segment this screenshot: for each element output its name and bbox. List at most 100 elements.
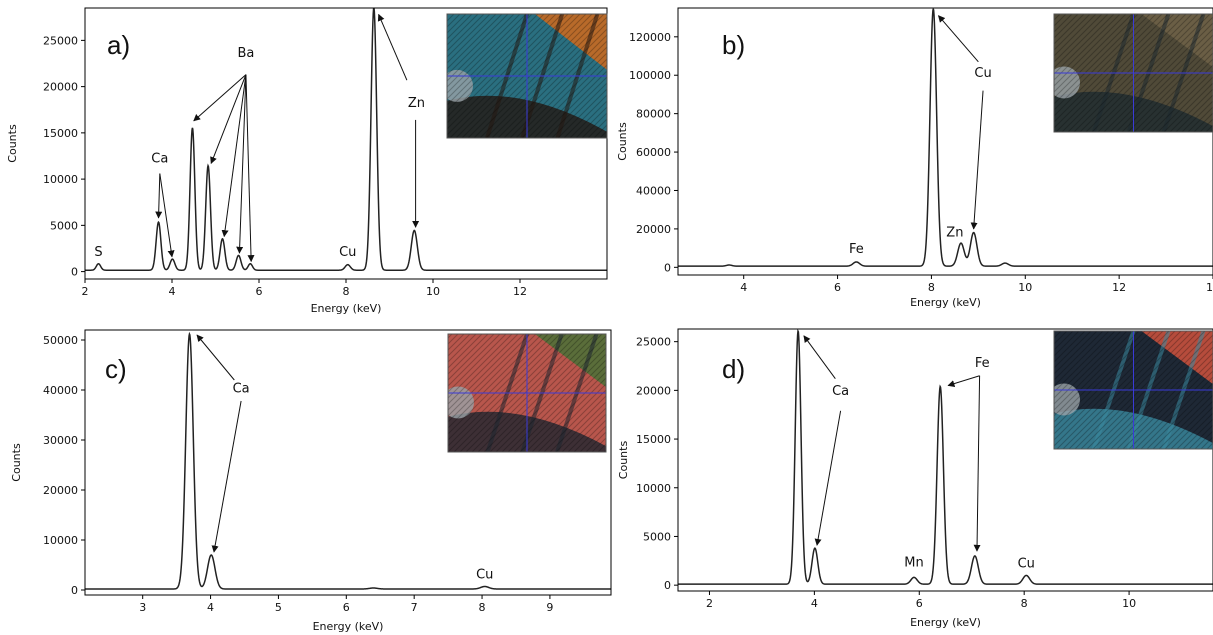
sample-photo-inset <box>1053 330 1213 450</box>
y-axis-label: Counts <box>616 122 629 161</box>
element-label: Fe <box>849 242 864 257</box>
x-axis-label: Energy (keV) <box>910 296 981 309</box>
element-label: Ba <box>238 46 255 61</box>
annotation-arrow <box>970 90 984 230</box>
x-tick-label: 12 <box>1112 281 1126 294</box>
annotation-arrow <box>221 74 247 238</box>
photo-border <box>1053 13 1213 133</box>
annotation-arrow <box>155 173 163 219</box>
x-tick-label: 8 <box>343 285 350 298</box>
sample-photo-inset <box>447 333 607 453</box>
annotation-arrow <box>377 13 408 81</box>
photo-content <box>448 334 606 452</box>
y-tick-label: 20000 <box>636 223 671 236</box>
x-tick-label: 8 <box>928 281 935 294</box>
annotation-arrow <box>196 334 235 381</box>
y-axis-label: Counts <box>10 443 23 482</box>
annotation-arrow <box>211 400 242 553</box>
plot-frame <box>677 7 1213 276</box>
spectrum-line <box>85 331 611 590</box>
sample-photo-inset <box>446 13 608 139</box>
element-label: Fe <box>975 356 990 371</box>
y-tick-label: 30000 <box>43 434 78 447</box>
y-tick-label: 60000 <box>636 146 671 159</box>
y-tick-label: 20000 <box>636 384 671 397</box>
spectrum-line <box>85 8 607 271</box>
photo-content <box>447 14 607 138</box>
x-tick-label: 10 <box>426 285 440 298</box>
annotation-arrow <box>973 375 981 552</box>
x-tick-label: 6 <box>834 281 841 294</box>
annotation-arrow <box>159 173 175 258</box>
y-tick-label: 100000 <box>629 69 671 82</box>
y-tick-label: 0 <box>664 261 671 274</box>
panel-letter: b) <box>722 30 745 60</box>
spectrum-panel-b: 4 6 8 10 12 14 0 20000 40000 60000 80000 100000 1200… <box>616 7 1213 309</box>
annotation-arrow <box>193 74 247 122</box>
x-tick-label: 8 <box>479 601 486 614</box>
element-label: Ca <box>151 151 168 166</box>
element-label: Cu <box>974 66 991 81</box>
x-axis-label: Energy (keV) <box>313 620 384 633</box>
annotation-arrow <box>210 74 247 165</box>
x-tick-label: 6 <box>343 601 350 614</box>
y-tick-label: 20000 <box>43 81 78 94</box>
y-tick-label: 0 <box>71 266 78 279</box>
x-tick-label: 10 <box>1018 281 1032 294</box>
x-tick-label: 4 <box>811 597 818 610</box>
x-tick-label: 6 <box>256 285 263 298</box>
plot-frame <box>677 328 1213 592</box>
spectrum-line <box>678 329 1213 585</box>
y-tick-label: 5000 <box>50 219 78 232</box>
y-tick-label: 0 <box>71 584 78 597</box>
y-tick-label: 10000 <box>43 173 78 186</box>
x-tick-label: 4 <box>207 601 214 614</box>
y-tick-label: 15000 <box>636 433 671 446</box>
x-tick-label: 14 <box>1206 281 1213 294</box>
x-tick-label: 3 <box>139 601 146 614</box>
y-tick-label: 40000 <box>43 384 78 397</box>
annotation-arrow <box>814 410 842 546</box>
y-tick-label: 20000 <box>43 484 78 497</box>
spectrum-line <box>678 8 1213 267</box>
element-label: Cu <box>339 245 356 260</box>
y-tick-label: 25000 <box>43 34 78 47</box>
x-tick-label: 7 <box>411 601 418 614</box>
x-tick-label: 2 <box>706 597 713 610</box>
x-tick-label: 9 <box>546 601 553 614</box>
element-label: Zn <box>946 226 963 241</box>
plot-frame <box>84 329 612 596</box>
photo-border <box>447 333 607 453</box>
y-tick-label: 120000 <box>629 31 671 44</box>
photo-border <box>1053 330 1213 450</box>
annotation-arrow <box>938 15 979 63</box>
y-axis-label: Counts <box>6 124 19 163</box>
x-axis-label: Energy (keV) <box>311 302 382 315</box>
annotation-arrow <box>236 74 247 254</box>
y-tick-label: 40000 <box>636 184 671 197</box>
y-tick-label: 0 <box>664 579 671 592</box>
element-label: Cu <box>476 568 493 583</box>
y-tick-label: 15000 <box>43 127 78 140</box>
y-tick-label: 80000 <box>636 108 671 121</box>
element-label: Cu <box>1018 557 1035 572</box>
element-label: Ca <box>832 384 849 399</box>
x-tick-label: 2 <box>82 285 89 298</box>
photo-content <box>1054 331 1213 449</box>
y-tick-label: 25000 <box>636 336 671 349</box>
panel-letter: a) <box>107 30 130 60</box>
x-tick-label: 5 <box>275 601 282 614</box>
element-label: S <box>94 245 102 260</box>
photo-border <box>446 13 608 139</box>
panel-letter: d) <box>722 354 745 384</box>
element-label: Zn <box>408 96 425 111</box>
annotation-arrow <box>803 335 836 379</box>
spectrum-panel-d: 2 4 6 8 10 0 5000 10000 15000 20000 25000 Energy (k… <box>617 328 1213 629</box>
x-tick-label: 4 <box>169 285 176 298</box>
sample-photo-inset <box>1053 13 1213 133</box>
annotation-arrow <box>245 74 255 263</box>
element-label: Ca <box>233 382 250 397</box>
y-tick-label: 50000 <box>43 334 78 347</box>
spectrum-panel-c: 3 4 5 6 7 8 9 0 10000 20000 30000 40000 50000 Energy … <box>10 329 612 633</box>
